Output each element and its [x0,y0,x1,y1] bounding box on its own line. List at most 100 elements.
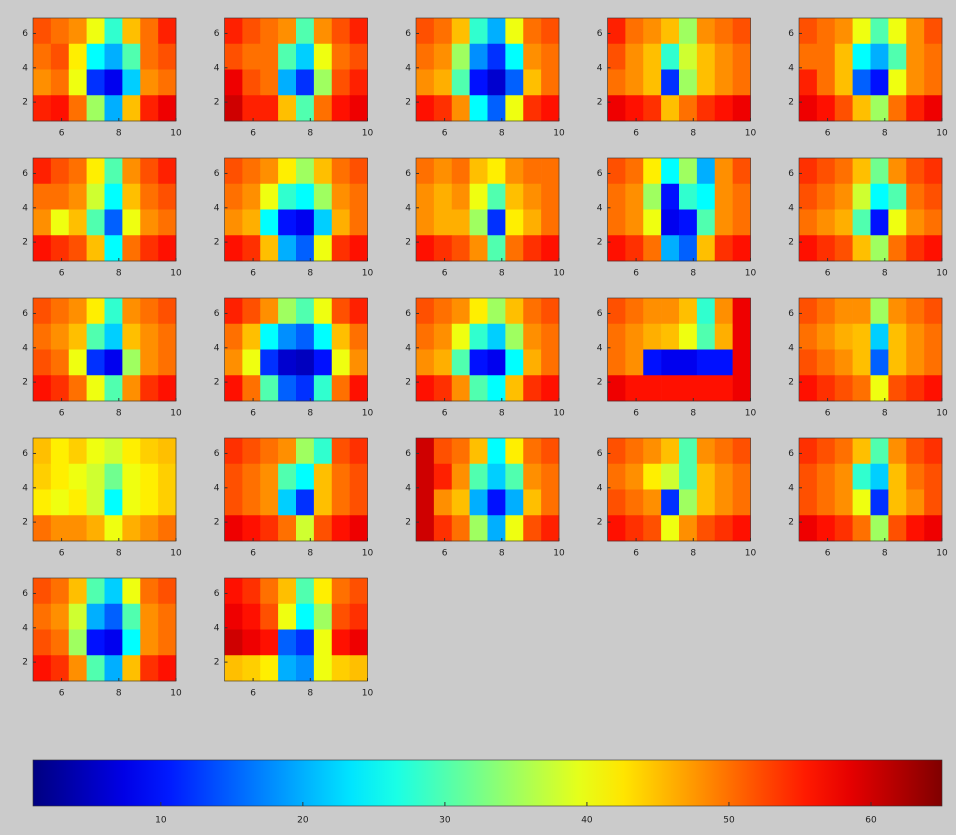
heatmap-cell [888,18,907,45]
heatmap-cell [313,463,333,490]
heatmap-cell [643,463,662,490]
heatmap-cell [104,629,123,656]
x-tick-label: 6 [442,549,448,559]
heatmap-cell [331,18,350,45]
heatmap-cell [696,463,716,490]
heatmap-cell [888,489,907,516]
heatmap-cell [661,375,680,402]
heatmap-cell [122,298,141,325]
heatmap-cell [469,18,488,45]
heatmap-cell [296,209,315,236]
heatmap-cell [852,95,871,122]
heatmap-cell [469,463,488,490]
x-tick-label: 8 [690,269,696,279]
x-tick-label: 8 [690,549,696,559]
heatmap-cell [888,235,907,262]
heatmap-cell [816,489,836,516]
y-tick-label: 6 [597,29,603,39]
heatmap-cell [906,43,925,70]
heatmap-cell [433,489,453,516]
heatmap-cell [68,349,87,376]
colorbar-tick-label: 60 [865,816,877,826]
heatmap-cell [541,323,560,350]
heatmap-cell [33,95,52,122]
heatmap-cell [260,349,279,376]
heatmap-cell [313,323,333,350]
heatmap-cell [349,183,368,210]
heatmap-cell [140,438,159,465]
y-tick-label: 2 [214,518,220,528]
heatmap-cell [416,158,435,185]
heatmap-cell [469,515,488,542]
panel: 6 8 10 2 4 6 [788,437,948,559]
y-tick-label: 2 [405,238,411,248]
heatmap-cell [433,438,453,465]
heatmap-cell [86,463,105,490]
y-tick-label: 4 [597,483,603,493]
heatmap-cell [86,95,105,122]
heatmap-cell [104,235,123,262]
heatmap-cell [224,603,243,630]
heatmap-cell [487,235,506,262]
heatmap-cell [224,463,243,490]
heatmap-cell [679,298,698,325]
heatmap-cell [906,323,925,350]
heatmap-cell [50,375,70,402]
heatmap-cell [260,298,279,325]
y-tick-label: 4 [214,483,220,493]
heatmap-cell [643,438,662,465]
heatmap-cell [906,69,925,96]
heatmap-cell [242,158,261,185]
heatmap-cell [732,489,751,516]
heatmap-cell [349,629,368,656]
heatmap-cell [607,69,626,96]
x-tick-label: 10 [936,409,948,419]
panel: 6 8 10 2 4 6 [214,17,373,139]
x-tick-label: 10 [170,269,182,279]
axes-frame [607,157,751,262]
heatmap-cell [523,438,542,465]
heatmap-cell [331,69,350,96]
heatmap-cell [906,515,925,542]
heatmap-cell [451,323,470,350]
heatmap-cell [260,438,279,465]
y-tick-label: 4 [22,203,28,213]
heatmap-cell [523,69,542,96]
heatmap-cell [714,298,733,325]
heatmap-cell [523,18,542,45]
heatmap-cell [260,158,279,185]
heatmap-cell [714,463,733,490]
heatmap-cell [433,349,453,376]
heatmap-cell [523,43,542,70]
x-tick-label: 8 [882,269,888,279]
heatmap-cell [242,235,261,262]
heatmap-cell [104,323,123,350]
heatmap-cell [140,298,159,325]
heatmap-cell [679,489,698,516]
heatmap-cell [469,209,488,236]
heatmap-cell [260,69,279,96]
heatmap-cell [714,18,733,45]
x-tick-label: 10 [553,549,565,559]
y-tick-label: 6 [597,449,603,459]
heatmap-cell [33,18,52,45]
heatmap-cell [242,95,261,122]
heatmap-cell [416,18,435,45]
heatmap-cell [469,95,488,122]
heatmap-cell [416,489,435,516]
y-tick-label: 4 [405,483,411,493]
heatmap-cell [331,629,350,656]
x-tick-label: 8 [882,549,888,559]
heatmap-cell [140,95,159,122]
heatmap-cell [68,489,87,516]
heatmap-cell [349,235,368,262]
y-tick-label: 2 [597,518,603,528]
heatmap-cell [278,515,297,542]
y-tick-label: 6 [22,589,28,599]
heatmap-cell [732,375,751,402]
heatmap-cell [799,209,818,236]
heatmap-cell [523,298,542,325]
heatmap-cell [469,158,488,185]
axes-frame [415,157,560,262]
heatmap-cell [661,43,680,70]
